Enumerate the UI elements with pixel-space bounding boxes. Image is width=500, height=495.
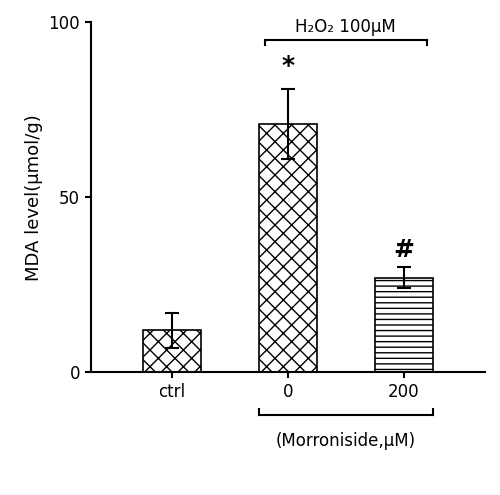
Text: *: * bbox=[281, 54, 294, 78]
Bar bbox=[143, 330, 201, 372]
Bar bbox=[259, 124, 317, 372]
Bar bbox=[375, 278, 433, 372]
Text: H₂O₂ 100μM: H₂O₂ 100μM bbox=[296, 18, 396, 36]
Y-axis label: MDA level(μmol/g): MDA level(μmol/g) bbox=[25, 114, 43, 281]
Text: (Morroniside,μM): (Morroniside,μM) bbox=[276, 432, 416, 450]
Text: #: # bbox=[394, 238, 414, 262]
